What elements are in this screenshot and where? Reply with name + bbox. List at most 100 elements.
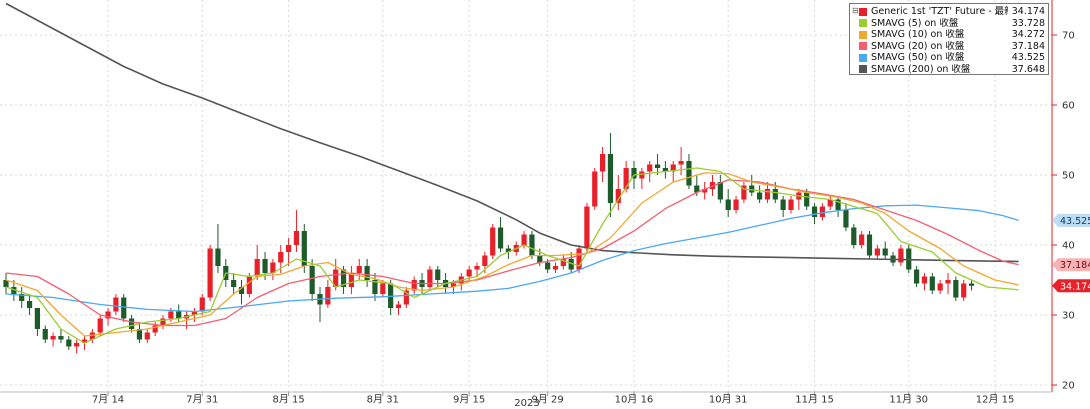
candle-body — [152, 325, 158, 333]
legend-swatch — [859, 65, 867, 74]
candle-body — [168, 311, 174, 319]
candle-body — [450, 283, 457, 287]
candle-body — [859, 234, 865, 245]
candle-body — [827, 199, 833, 207]
candle-body — [607, 154, 614, 203]
legend-swatch — [859, 42, 867, 51]
legend-rows: Generic 1st 'TZT' Future - 最新價34.174SMAV… — [853, 6, 1045, 75]
collapse-icon[interactable]: ⊟ — [852, 6, 859, 15]
candle-body — [427, 269, 433, 287]
candle-body — [395, 304, 402, 308]
price-tag-label: 34.174 — [1060, 281, 1090, 292]
legend-row: SMAVG (50) on 收盤 43.525 — [853, 52, 1045, 64]
legend-row: Generic 1st 'TZT' Future - 最新價34.174 — [853, 6, 1045, 18]
candle-body — [435, 269, 441, 280]
candle-body — [333, 269, 339, 287]
candle-body — [3, 280, 9, 287]
x-tick-label: 8月 31 — [367, 393, 399, 405]
candle-body — [592, 171, 598, 207]
candle-body — [176, 311, 182, 319]
candle-body — [340, 269, 347, 287]
legend-value: 33.728 — [1011, 17, 1045, 29]
candle-body — [42, 329, 48, 340]
legend-label: SMAVG (200) on 收盤 — [871, 63, 971, 75]
legend-value: 37.648 — [1011, 63, 1045, 75]
moving-average-lines — [5, 2, 1019, 344]
candle-body — [702, 189, 708, 193]
candle-body — [26, 301, 33, 308]
price-tag-bg — [1052, 279, 1090, 293]
candle-body — [568, 259, 574, 270]
candle-body — [804, 192, 810, 207]
candle-body — [866, 234, 873, 256]
candle-body — [757, 192, 763, 200]
candle-body — [662, 168, 668, 172]
y-tick-label: 20 — [1062, 381, 1075, 392]
candle-body — [615, 189, 621, 203]
candle-body — [639, 171, 645, 179]
legend-swatch — [859, 19, 867, 28]
candle-body — [843, 210, 849, 228]
candle-body — [788, 199, 794, 210]
candle-body — [105, 311, 111, 319]
candle-body — [749, 185, 755, 193]
candle-body — [490, 227, 496, 256]
candle-body — [914, 269, 920, 284]
x-tick-label: 9月 29 — [532, 393, 564, 405]
candle-body — [66, 339, 72, 347]
year-label: 2023 — [514, 398, 539, 409]
legend-value: 34.272 — [1011, 29, 1045, 40]
legend-label: Generic 1st 'TZT' Future - 最新價 — [871, 6, 1008, 17]
candle-body — [97, 318, 103, 333]
candle-body — [654, 164, 661, 168]
x-tick-label: 10月 31 — [709, 393, 748, 405]
candle-body — [961, 283, 967, 298]
candlesticks — [3, 133, 975, 354]
candle-body — [286, 245, 292, 252]
candle-body — [136, 329, 143, 340]
candle-body — [58, 336, 64, 340]
legend-swatch — [859, 30, 867, 39]
candle-body — [717, 182, 723, 200]
candle-body — [647, 164, 653, 172]
price-tag-bg — [1052, 213, 1090, 227]
x-axis-ticks: 7月 14 7月 31 8月 15 8月 31 9月 15 9月 29 10月 16 10月 … — [92, 392, 1014, 405]
candle-body — [403, 290, 409, 305]
candle-body — [772, 189, 778, 200]
legend-row: SMAVG (5) on 收盤 33.728 — [853, 18, 1045, 30]
candle-body — [356, 266, 362, 273]
sma-20-line — [5, 179, 1019, 327]
legend-row: SMAVG (200) on 收盤 37.648 — [853, 64, 1045, 76]
candle-body — [576, 248, 582, 270]
sma-50-line — [5, 204, 1019, 313]
candle-body — [929, 276, 935, 291]
candle-body — [466, 269, 472, 277]
candle-body — [121, 297, 127, 319]
candle-body — [19, 294, 25, 301]
candle-body — [851, 227, 857, 245]
candle-body — [545, 262, 551, 270]
candle-body — [898, 248, 904, 263]
y-tick-label: 40 — [1062, 241, 1075, 252]
y-tick-label: 60 — [1062, 101, 1075, 112]
candle-body — [262, 259, 268, 273]
candle-body — [741, 185, 747, 200]
candle-body — [811, 206, 818, 217]
candle-body — [129, 318, 135, 329]
candle-body — [348, 273, 354, 287]
legend-label: SMAVG (20) on 收盤 — [871, 40, 965, 52]
legend-value: 37.184 — [1011, 40, 1045, 52]
price-tag-label: 37.184 — [1060, 260, 1090, 271]
candle-body — [254, 259, 260, 277]
candle-body — [207, 248, 213, 298]
x-tick-label: 7月 14 — [92, 393, 124, 405]
candle-body — [780, 199, 786, 210]
x-tick-label: 11月 30 — [889, 393, 928, 405]
legend-label: SMAVG (50) on 收盤 — [871, 52, 965, 63]
candle-body — [89, 332, 95, 340]
candle-body — [278, 252, 284, 263]
candle-body — [238, 287, 245, 294]
candle-body — [411, 280, 417, 291]
x-tick-label: 10月 16 — [615, 393, 654, 405]
x-tick-label: 9月 15 — [453, 393, 485, 405]
